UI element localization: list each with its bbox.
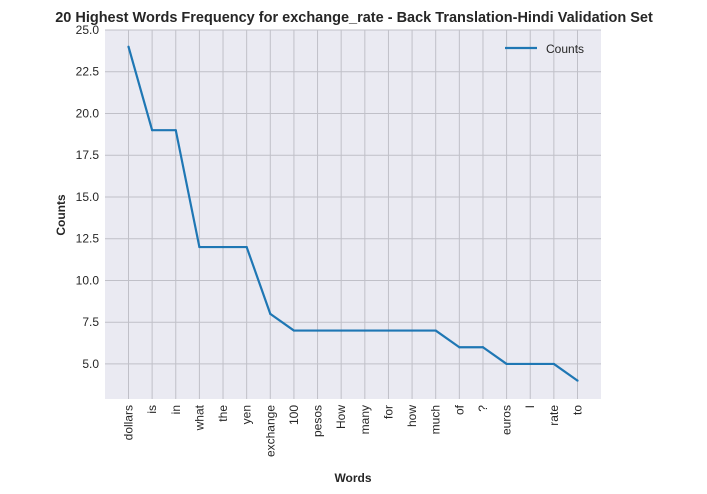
x-tick-label: is xyxy=(145,405,159,414)
y-tick-label: 15.0 xyxy=(76,190,100,204)
y-tick-label: 5.0 xyxy=(82,357,99,371)
chart-title: 20 Highest Words Frequency for exchange_… xyxy=(55,10,653,26)
data-point-17 xyxy=(529,362,532,366)
data-point-13 xyxy=(434,329,437,332)
x-tick-label: how xyxy=(405,405,419,427)
y-axis-label: Counts xyxy=(54,194,68,236)
x-axis-ticks: dollars is in what the yen exchange 100 pesos How… xyxy=(122,404,585,457)
data-point-6 xyxy=(269,312,272,315)
x-tick-label: to xyxy=(571,405,585,415)
x-tick-label: exchange xyxy=(263,405,277,457)
series-line-counts xyxy=(127,46,579,382)
data-point-19 xyxy=(576,379,579,382)
data-point-15 xyxy=(481,346,485,349)
data-point-10 xyxy=(363,329,366,332)
y-tick-label: 10.0 xyxy=(76,273,100,287)
data-point-7 xyxy=(292,329,296,332)
x-tick-label: euros xyxy=(500,405,514,435)
y-tick-label: 20.0 xyxy=(76,106,100,120)
data-point-9 xyxy=(340,329,343,332)
x-tick-label: I xyxy=(523,405,537,408)
x-tick-label: yen xyxy=(240,405,254,424)
x-tick-label: for xyxy=(381,405,395,419)
data-point-3 xyxy=(198,245,201,249)
legend-label: Counts xyxy=(546,42,584,56)
x-tick-label: How xyxy=(334,405,348,429)
y-axis-ticks: 5.0 7.5 10.0 12.5 15.0 17.5 20.0 22.5 25.0 xyxy=(76,23,100,371)
y-tick-label: 12.5 xyxy=(76,232,100,246)
data-point-2 xyxy=(174,129,177,132)
y-tick-label: 17.5 xyxy=(76,148,100,162)
data-point-8 xyxy=(316,329,319,332)
data-point-16 xyxy=(505,362,508,366)
data-point-12 xyxy=(410,329,414,332)
x-tick-label: much xyxy=(429,405,443,434)
x-tick-label: 100 xyxy=(287,405,301,425)
x-tick-label: what xyxy=(192,404,206,431)
plot-area xyxy=(105,30,601,399)
legend: Counts xyxy=(505,42,584,56)
x-tick-label: of xyxy=(452,404,466,415)
data-points xyxy=(127,45,579,382)
x-tick-label: rate xyxy=(547,405,561,426)
data-point-11 xyxy=(387,329,390,332)
x-tick-label: the xyxy=(216,405,230,422)
x-tick-label: dollars xyxy=(122,405,136,440)
data-point-0 xyxy=(127,45,130,48)
data-point-4 xyxy=(221,245,225,249)
y-tick-label: 25.0 xyxy=(76,23,100,37)
x-tick-label: ? xyxy=(476,405,490,412)
data-point-5 xyxy=(245,245,248,249)
data-point-14 xyxy=(458,346,461,349)
y-tick-label: 22.5 xyxy=(76,65,100,79)
x-axis-label: Words xyxy=(334,471,371,485)
y-tick-label: 7.5 xyxy=(82,315,99,329)
x-tick-label: many xyxy=(358,405,372,434)
x-tick-label: in xyxy=(169,405,183,414)
data-point-1 xyxy=(151,129,154,132)
data-point-18 xyxy=(552,362,555,366)
x-tick-label: pesos xyxy=(311,405,325,437)
grid-lines xyxy=(105,29,601,399)
